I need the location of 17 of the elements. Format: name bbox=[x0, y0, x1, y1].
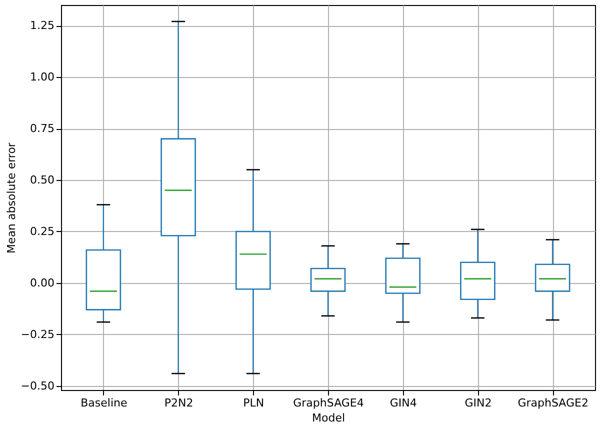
y-tick-label: −0.25 bbox=[20, 328, 54, 341]
y-tick-label: 0.25 bbox=[30, 224, 54, 238]
y-tick-label: 1.25 bbox=[30, 19, 54, 32]
y-axis-title: Mean absolute error bbox=[4, 142, 18, 254]
x-tick-label: GIN4 bbox=[390, 396, 417, 410]
y-tick-label: 0.00 bbox=[30, 276, 54, 290]
y-tick-label: 1.00 bbox=[30, 70, 54, 84]
x-tick-label: GIN2 bbox=[464, 396, 492, 410]
y-tick-label: 0.75 bbox=[30, 122, 54, 136]
x-axis-title: Model bbox=[312, 412, 346, 424]
x-tick-label: GraphSAGE2 bbox=[518, 396, 588, 410]
x-tick-label: Baseline bbox=[80, 396, 128, 410]
x-tick-label: GraphSAGE4 bbox=[293, 396, 364, 410]
y-tick-label: −0.50 bbox=[20, 379, 54, 392]
y-tick-label: 0.50 bbox=[30, 174, 54, 186]
x-tick-label: P2N2 bbox=[164, 396, 194, 410]
x-tick-label: PLN bbox=[243, 396, 264, 410]
